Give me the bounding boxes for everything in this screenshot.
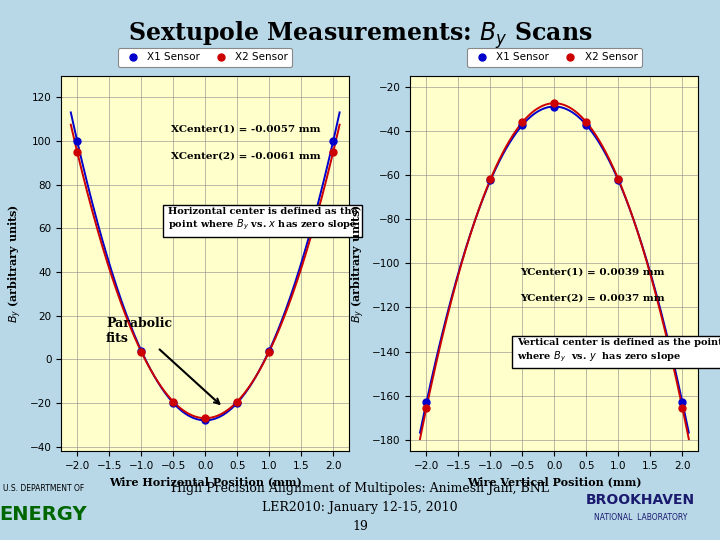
Legend: X1 Sensor, X2 Sensor: X1 Sensor, X2 Sensor (118, 48, 292, 66)
Text: U.S. DEPARTMENT OF: U.S. DEPARTMENT OF (3, 484, 84, 493)
X-axis label: Wire Horizontal Position (mm): Wire Horizontal Position (mm) (109, 476, 302, 487)
Text: Parabolic
fits: Parabolic fits (106, 317, 220, 404)
Text: XCenter(1) = -0.0057 mm: XCenter(1) = -0.0057 mm (171, 125, 320, 134)
Text: High Precision Alignment of Multipoles: Animesh Jain, BNL: High Precision Alignment of Multipoles: … (171, 482, 549, 495)
Text: Sextupole Measurements: $B_y$ Scans: Sextupole Measurements: $B_y$ Scans (127, 19, 593, 51)
X-axis label: Wire Vertical Position (mm): Wire Vertical Position (mm) (467, 476, 642, 487)
Text: Vertical center is defined as the point
where $B_y$  vs. $y$  has zero slope: Vertical center is defined as the point … (517, 338, 720, 363)
Y-axis label: $B_y$ (arbitrary units): $B_y$ (arbitrary units) (349, 204, 366, 323)
Text: 19: 19 (352, 520, 368, 533)
Text: BROOKHAVEN: BROOKHAVEN (586, 492, 696, 507)
Text: ENERGY: ENERGY (0, 504, 87, 524)
Text: LER2010: January 12-15, 2010: LER2010: January 12-15, 2010 (262, 501, 458, 514)
Text: Horizontal center is defined as the
point where $B_y$ vs. $x$ has zero slope: Horizontal center is defined as the poin… (168, 207, 358, 232)
Y-axis label: $B_y$ (arbitrary units): $B_y$ (arbitrary units) (6, 204, 24, 323)
Text: YCenter(1) = 0.0039 mm: YCenter(1) = 0.0039 mm (520, 267, 665, 276)
Text: XCenter(2) = -0.0061 mm: XCenter(2) = -0.0061 mm (171, 151, 320, 160)
Text: NATIONAL  LABORATORY: NATIONAL LABORATORY (594, 513, 688, 522)
Legend: X1 Sensor, X2 Sensor: X1 Sensor, X2 Sensor (467, 48, 642, 66)
Text: YCenter(2) = 0.0037 mm: YCenter(2) = 0.0037 mm (520, 294, 665, 303)
